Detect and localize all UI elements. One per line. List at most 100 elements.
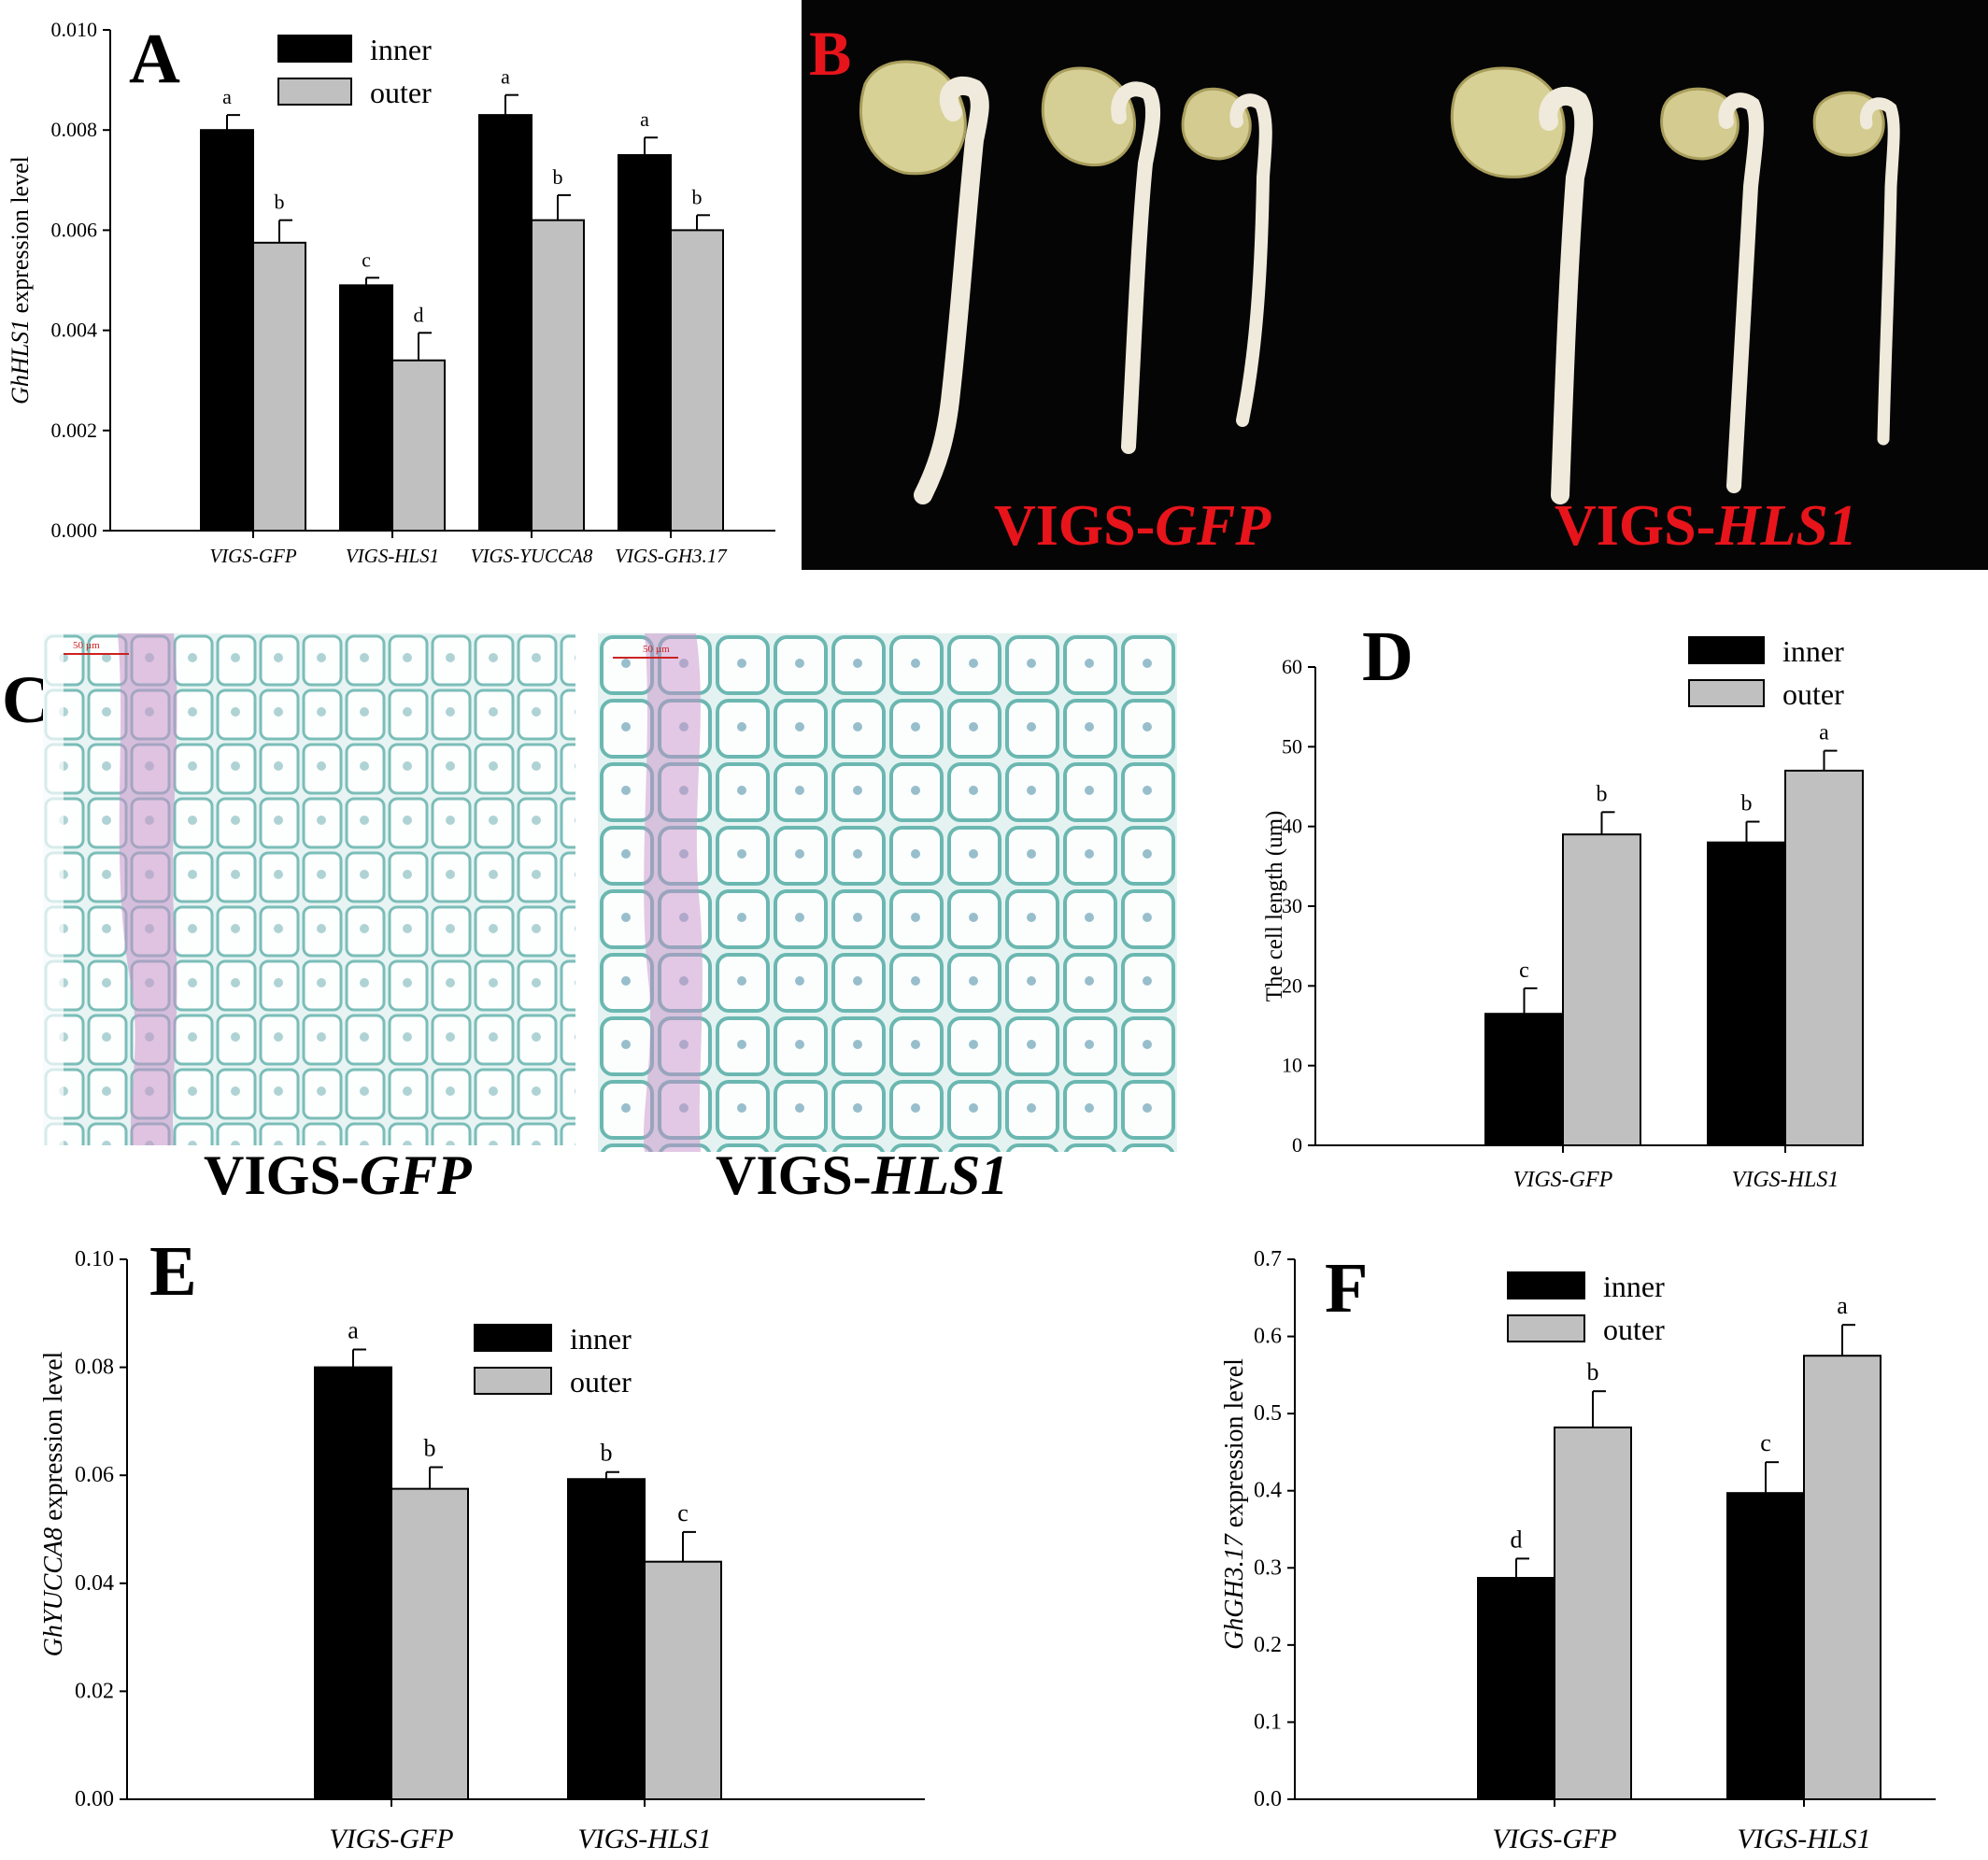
y-tick-label: 0.04: [75, 1571, 114, 1596]
seedling-photo: [802, 0, 1988, 570]
bar-outer: [390, 1487, 469, 1800]
seedling-hls1-2: [1660, 87, 1764, 493]
bar-inner: [314, 1366, 392, 1800]
panel-letter: D: [1362, 618, 1413, 696]
significance-letter: c: [362, 248, 371, 271]
bar-inner: [200, 129, 254, 532]
chart-d: 0 10 20 30 40 50 60 The cell length (um) c b VIGS-…: [1262, 618, 1864, 1192]
chart-e: 0.00 0.02 0.04 0.06 0.08 0.10 GhYUCCA8 express…: [39, 1232, 925, 1854]
caption-c-gfp: VIGS-GFP: [204, 1143, 472, 1208]
x-tick-label: VIGS-GFP: [209, 545, 296, 567]
y-axis-label-text: expression level: [7, 156, 34, 319]
significance-letter: c: [1760, 1429, 1771, 1456]
y-tick-label: 40: [1282, 815, 1302, 838]
scale-label-gfp: 50 µm: [73, 640, 100, 651]
y-tick-label: 30: [1282, 894, 1302, 917]
legend-label-inner: inner: [570, 1322, 632, 1356]
y-tick-label: 0.6: [1254, 1325, 1282, 1349]
legend-label-outer: outer: [370, 76, 432, 109]
y-tick-label: 50: [1282, 734, 1302, 758]
bar-inner: [567, 1478, 646, 1800]
panel-b-letter: B: [809, 18, 852, 89]
significance-letter: b: [1597, 782, 1608, 806]
caption-c-hls1: VIGS-HLS1: [716, 1143, 1008, 1208]
x-tick-label: VIGS-GFP: [1513, 1168, 1613, 1192]
y-tick-label: 0.08: [75, 1356, 114, 1380]
panel-c-letter: C: [2, 662, 50, 737]
bar-outer: [1803, 1355, 1882, 1800]
y-axis-label-gene: GhHLS1: [7, 319, 34, 405]
significance-letter: b: [1741, 792, 1753, 816]
y-tick-label: 0.1: [1254, 1710, 1282, 1734]
y-tick-label: 0.00: [75, 1787, 114, 1811]
legend-label-outer: outer: [1603, 1313, 1665, 1346]
chart-a: 0.000 0.002 0.004 0.006 0.008 0.010 GhHLS1 exp…: [7, 18, 775, 567]
significance-letter: d: [1511, 1526, 1523, 1553]
y-tick-label: 0.3: [1254, 1555, 1282, 1580]
seedling-hls1-3: [1812, 91, 1900, 446]
bar-inner: [618, 154, 672, 532]
y-tick-label: 0: [1292, 1133, 1302, 1157]
legend-swatch-outer: [1507, 1314, 1585, 1342]
legend-swatch-outer: [474, 1367, 552, 1395]
y-axis-label-text: The cell length (um): [1262, 811, 1287, 1002]
y-tick-label: 0.10: [75, 1247, 114, 1271]
y-axis-label-text: expression level: [1220, 1358, 1249, 1534]
x-tick-label: VIGS-YUCCA8: [471, 545, 593, 567]
phloem-band-hls1: [643, 633, 703, 1152]
bar-inner: [478, 114, 532, 532]
x-tick-label: VIGS-HLS1: [577, 1824, 711, 1854]
significance-letter: a: [1837, 1292, 1848, 1319]
legend-swatch-outer: [1688, 679, 1765, 707]
scale-label-hls1: 50 µm: [643, 644, 670, 655]
bar-outer: [670, 229, 724, 532]
seedling-gfp-3: [1181, 87, 1272, 427]
y-tick-label: 0.006: [51, 218, 98, 241]
significance-letter: a: [222, 85, 232, 108]
legend-label-inner: inner: [370, 33, 432, 66]
bar-inner: [339, 284, 393, 532]
y-tick-label: 0.0: [1254, 1787, 1282, 1811]
significance-letter: a: [640, 107, 649, 131]
legend-label-inner: inner: [1782, 634, 1844, 668]
significance-letter: b: [553, 165, 563, 189]
caption-b-gfp: VIGS-GFP: [994, 493, 1271, 560]
micrograph-hls1: 50 µm: [598, 633, 1177, 1152]
bar-outer: [1554, 1427, 1632, 1800]
seedling-gfp-1: [859, 60, 989, 504]
significance-letter: b: [692, 185, 703, 208]
y-tick-label: 0.000: [51, 518, 98, 542]
x-tick-label: VIGS-HLS1: [1737, 1824, 1870, 1854]
panel-letter: F: [1325, 1249, 1368, 1328]
bar-inner: [1707, 841, 1786, 1146]
y-tick-label: 0.002: [51, 419, 98, 442]
bar-inner: [1726, 1492, 1805, 1800]
significance-letter: a: [501, 65, 510, 89]
y-axis-label-text: expression level: [39, 1351, 68, 1526]
caption-c-hls1-gene: HLS1: [871, 1144, 1009, 1206]
legend-label-outer: outer: [570, 1365, 632, 1399]
legend-swatch-inner: [474, 1324, 552, 1352]
legend-swatch-inner: [1688, 636, 1765, 664]
caption-c-gfp-gene: GFP: [359, 1144, 472, 1206]
x-tick-label: VIGS-HLS1: [1732, 1168, 1839, 1192]
x-tick-label: VIGS-GFP: [329, 1824, 453, 1854]
caption-b-gfp-gene: GFP: [1155, 494, 1271, 558]
y-tick-label: 0.004: [51, 319, 98, 342]
y-axis-label-gene: GhYUCCA8: [39, 1527, 68, 1656]
panel-letter: A: [129, 20, 180, 98]
y-axis-label: The cell length (um): [1262, 811, 1287, 1002]
legend-label-outer: outer: [1782, 677, 1844, 711]
y-tick-label: 10: [1282, 1054, 1302, 1077]
bar-outer: [1562, 833, 1641, 1146]
bar-outer: [644, 1560, 722, 1800]
panel-letter: E: [149, 1232, 197, 1311]
significance-letter: b: [601, 1440, 613, 1467]
photo-background: [802, 0, 1988, 570]
legend-swatch-inner: [277, 35, 352, 63]
x-tick-label: VIGS-GFP: [1492, 1824, 1616, 1854]
y-axis-label: GhHLS1 expression level: [7, 156, 34, 405]
y-tick-label: 0.010: [51, 18, 98, 41]
significance-letter: c: [1519, 958, 1529, 983]
significance-letter: b: [1587, 1358, 1599, 1385]
